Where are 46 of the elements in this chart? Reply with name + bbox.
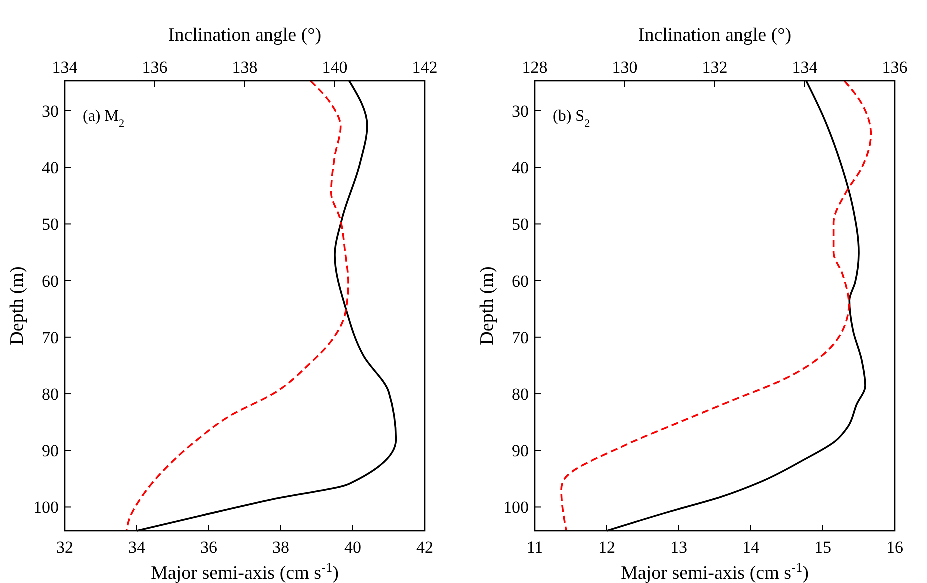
x2-tick-label: 138 <box>232 58 258 77</box>
x-tick-label: 38 <box>272 538 290 557</box>
y-axis-title: Depth (m) <box>7 266 28 346</box>
y-tick-label: 30 <box>42 102 59 121</box>
y-tick-label: 100 <box>504 498 529 518</box>
x-tick-label: 36 <box>200 538 218 557</box>
x-tick-label: 40 <box>344 538 362 557</box>
x-tick-label: 34 <box>128 538 146 557</box>
x2-tick-label: 134 <box>792 58 818 77</box>
y-tick-label: 30 <box>512 102 529 121</box>
x2-tick-label: 142 <box>412 58 438 77</box>
x2-axis-title: Inclination angle (°) <box>638 25 792 46</box>
y-tick-label: 50 <box>512 215 529 234</box>
x2-tick-label: 134 <box>52 58 78 77</box>
y-tick-label: 50 <box>42 215 59 234</box>
y-tick-label: 40 <box>512 158 529 178</box>
x2-tick-label: 128 <box>522 58 548 77</box>
y-tick-label: 100 <box>34 498 59 518</box>
x2-tick-label: 132 <box>702 58 728 77</box>
x-tick-label: 13 <box>670 538 688 557</box>
y-tick-label: 90 <box>512 442 529 461</box>
x2-axis-title: Inclination angle (°) <box>168 25 322 46</box>
x-tick-label: 15 <box>814 538 832 557</box>
x-tick-label: 32 <box>56 538 74 557</box>
x-tick-label: 11 <box>526 538 544 557</box>
annotation: (a) M$_{2}$ <box>83 108 125 130</box>
y-tick-label: 60 <box>512 272 529 291</box>
y-tick-label: 80 <box>42 384 59 404</box>
x-axis-title: Major semi-axis (cm s$^{-1}$) <box>621 560 809 583</box>
x-tick-label: 14 <box>742 538 760 557</box>
x2-tick-label: 130 <box>612 58 638 77</box>
x2-tick-label: 136 <box>882 58 908 77</box>
x-tick-label: 12 <box>598 538 616 557</box>
x2-tick-label: 140 <box>322 58 348 77</box>
y-tick-label: 90 <box>42 442 59 461</box>
y-tick-label: 80 <box>512 384 529 404</box>
y-axis-title: Depth (m) <box>477 266 498 346</box>
x-tick-label: 16 <box>886 538 904 557</box>
y-tick-label: 70 <box>512 328 529 348</box>
y-tick-label: 40 <box>42 158 59 178</box>
x-axis-title: Major semi-axis (cm s$^{-1}$) <box>151 560 339 583</box>
y-tick-label: 70 <box>42 328 59 348</box>
y-tick-label: 60 <box>42 272 59 291</box>
annotation: (b) S$_{2}$ <box>553 108 590 130</box>
x2-tick-label: 136 <box>142 58 168 77</box>
x-tick-label: 42 <box>416 538 434 557</box>
